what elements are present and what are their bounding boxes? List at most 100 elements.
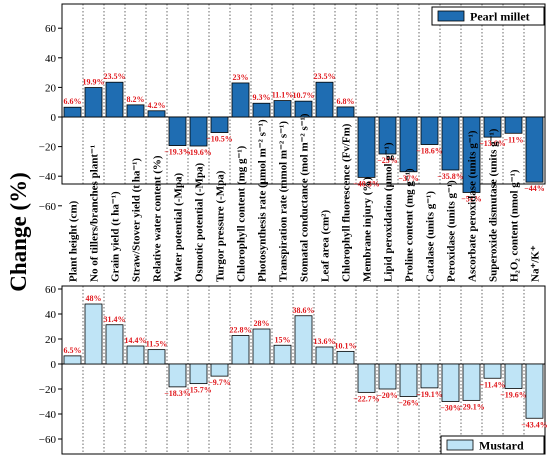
category-label: Peroxidase (units g⁻¹) [446, 180, 458, 282]
category-label: Osmotic potential (-Mpa) [194, 163, 206, 282]
bar [273, 100, 292, 118]
y-tick-label: 0 [51, 359, 57, 371]
data-label: 11.1% [272, 91, 294, 100]
y-tick-label: 20 [45, 82, 57, 94]
bar [462, 116, 481, 193]
legend-swatch [437, 10, 465, 22]
bar [252, 328, 271, 365]
bar [483, 116, 502, 138]
bar [147, 349, 166, 365]
data-label: −19.6% [185, 148, 212, 157]
data-label: −44% [524, 184, 545, 193]
panel-mustard: 60 40 20 0 −20 −40 −60 6.5% 48% 31.4% 14.4% 11.5% −1… [39, 284, 548, 455]
y-tick-label: −60 [39, 434, 57, 446]
category-label: No of tillers/branches plant⁻¹ [89, 145, 101, 282]
bar [63, 106, 82, 118]
category-label: Straw/Stover yield (t ha⁻¹) [131, 158, 143, 282]
y-tick-label: 40 [45, 309, 57, 321]
data-label: −35.8% [437, 172, 464, 181]
data-label: −19.3% [164, 148, 191, 157]
bar [420, 363, 439, 389]
data-label: −18.3% [164, 389, 191, 398]
data-label: −30% [440, 404, 461, 413]
data-label: 4.2% [148, 101, 166, 110]
bar [336, 350, 355, 365]
category-label: Grain yield (t ha⁻¹) [110, 191, 122, 282]
category-label: Catalase (units g⁻¹) [425, 191, 437, 282]
data-label: −10.5% [206, 135, 233, 144]
bar [378, 116, 397, 155]
bar [483, 363, 502, 379]
bar [273, 344, 292, 365]
bar [147, 110, 166, 118]
data-label: −13.6% [479, 139, 506, 148]
bar [168, 116, 187, 146]
data-label: 9.3% [253, 93, 271, 102]
category-label: Turgor pressure (-Mpa) [215, 170, 227, 282]
category-label: Stomatal conductance (mol m⁻² s⁻¹) [299, 113, 311, 282]
category-label: Water potential (-Mpa) [173, 172, 185, 282]
data-label: −29.1% [458, 402, 485, 411]
data-label: 6.5% [64, 346, 82, 355]
category-label: Plant height (cm) [68, 200, 80, 282]
category-label: Proline content (mg g⁻¹) [404, 168, 416, 282]
category-label: Relative water content (%) [152, 155, 164, 282]
bar [105, 324, 124, 365]
data-label: −15.7% [185, 386, 212, 395]
data-label: −37% [398, 174, 419, 183]
data-label: −9.7% [208, 378, 231, 387]
data-label: 11.5% [146, 340, 168, 349]
data-label: 15% [275, 335, 291, 344]
data-label: −43.4% [521, 420, 548, 429]
bar [294, 315, 313, 365]
data-label: 22.8% [230, 326, 252, 335]
category-label: Leaf area (cm²) [320, 210, 332, 282]
category-label: Na⁺/K⁺ [530, 245, 542, 282]
data-label: 6.6% [64, 97, 82, 106]
category-label: Ascorbate peroxidase (units g⁻¹) [467, 130, 479, 282]
y-tick-label: 60 [45, 284, 57, 296]
data-label: 8.2% [127, 95, 145, 104]
y-tick-label: −40 [39, 409, 57, 421]
bar [168, 363, 187, 388]
bar [105, 81, 124, 118]
data-label: −19.6% [500, 391, 527, 400]
data-label: 14.4% [125, 336, 147, 345]
bar [504, 116, 523, 134]
legend-swatch [446, 439, 474, 451]
bar [462, 363, 481, 401]
category-label: Chlorophyll fluorescence (Fv/Fm) [341, 123, 353, 282]
y-tick-label: −20 [39, 384, 57, 396]
data-label: 23.5% [314, 72, 336, 81]
data-label: 13.6% [314, 337, 336, 346]
y-axis-label: Change (%) [6, 172, 31, 291]
data-label: −11% [503, 135, 523, 144]
bar [63, 355, 82, 365]
bar [378, 363, 397, 390]
data-label: −20% [377, 391, 398, 400]
bar [126, 104, 145, 118]
category-label: Transpiration rate (mmol m⁻² s⁻¹) [278, 121, 290, 282]
panel-frame [61, 285, 546, 455]
y-tick-label: 0 [51, 112, 57, 124]
data-label: −26% [398, 399, 419, 408]
y-tick-label: 60 [45, 23, 57, 35]
bar [84, 303, 103, 365]
bar [504, 363, 523, 389]
data-label: 28% [254, 319, 270, 328]
bar [294, 100, 313, 118]
data-label: 10.1% [335, 341, 357, 350]
data-label: 38.6% [293, 306, 315, 315]
legend-label: Pearl millet [470, 10, 530, 24]
bar [252, 102, 271, 118]
bar [84, 87, 103, 118]
y-tick-label: −60 [39, 201, 57, 213]
panel-pearl-millet: 6040200−20−40−606.6%19.9%23.5%8.2%4.2%−1… [39, 3, 546, 213]
category-label: Chlorophyll content (mg g⁻¹) [236, 145, 248, 282]
bar [420, 116, 439, 145]
y-tick-label: −20 [39, 142, 57, 154]
y-tick-label: 40 [45, 53, 57, 65]
panel-frame [61, 3, 546, 185]
bar [189, 116, 208, 147]
